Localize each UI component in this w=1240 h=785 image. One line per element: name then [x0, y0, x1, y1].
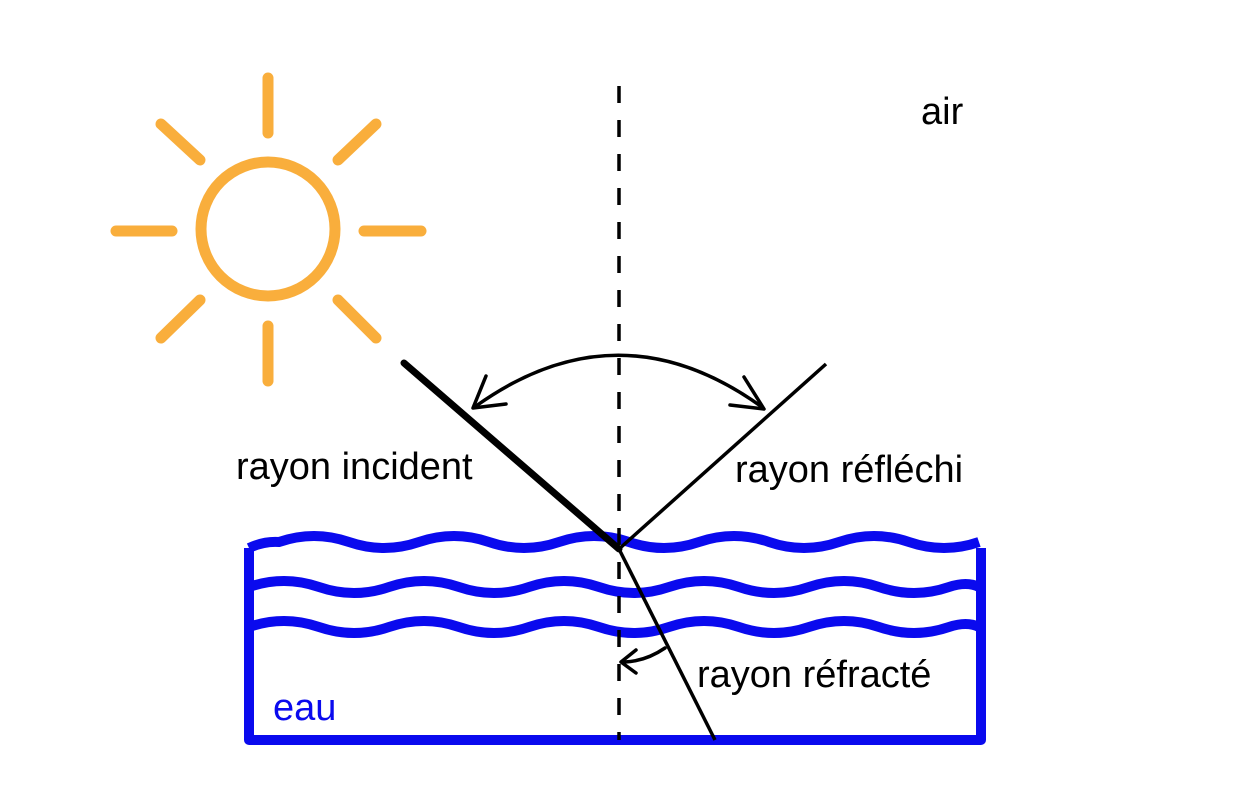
reflected-ray: [617, 362, 828, 551]
label-air: air: [921, 91, 964, 133]
refracted-ray: [617, 548, 717, 741]
refraction-angle-arc: [619, 646, 667, 675]
refraction-arrowhead: [619, 648, 638, 675]
label-reflected-ray: rayon réfléchi: [735, 449, 963, 491]
water-container: [244, 531, 986, 745]
water-box-outline: [244, 548, 986, 745]
reflection-angle-arc: [471, 353, 766, 411]
label-water: eau: [273, 687, 336, 729]
sun-icon: [110, 72, 427, 387]
water-wave-1: [246, 531, 981, 553]
label-refracted-ray: rayon réfracté: [697, 654, 931, 696]
incident-ray: [400, 359, 623, 553]
label-incident-ray: rayon incident: [236, 446, 473, 488]
arc-arrowhead-right: [728, 375, 766, 411]
arc-arrowhead-left: [471, 374, 508, 410]
water-wave-3: [247, 616, 982, 638]
water-wave-2: [247, 576, 982, 598]
